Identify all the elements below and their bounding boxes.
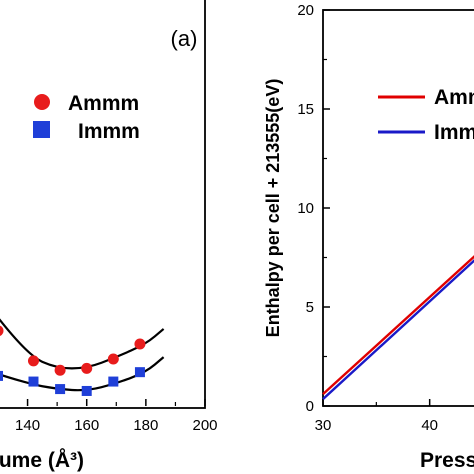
data-point-immm xyxy=(28,376,39,387)
data-point-immm xyxy=(134,367,145,378)
panel-b-legend: Amm Imm xyxy=(378,86,474,144)
data-point-ammm xyxy=(134,338,146,350)
panel-b-axes: 0 5 10 15 20 30 40 xyxy=(297,2,438,434)
data-point-ammm xyxy=(107,353,119,365)
y-tick-label: 0 xyxy=(306,398,314,415)
x-tick-label: 30 xyxy=(315,417,332,434)
series-line-immm xyxy=(322,259,474,400)
x-tick-label: 160 xyxy=(74,417,99,434)
panel-a-label: (a) xyxy=(171,26,198,51)
y-tick-label: 5 xyxy=(306,299,314,316)
legend-label-amm: Amm xyxy=(434,86,474,109)
y-tick-label: 20 xyxy=(297,2,314,19)
panel-b-y-axis-label: Enthalpy per cell + 213555(eV) xyxy=(263,79,283,338)
panel-b-lines xyxy=(322,255,474,400)
panel-a-legend: Ammm Immm xyxy=(33,92,140,143)
panel-a-fit-curves xyxy=(0,318,165,392)
data-point-immm xyxy=(0,370,3,381)
legend-label-immm: Immm xyxy=(78,120,140,143)
x-tick-label: 40 xyxy=(421,417,438,434)
x-tick-label: 180 xyxy=(133,417,158,434)
data-point-immm xyxy=(81,385,92,396)
panel-b: 0 5 10 15 20 30 40 Amm Imm Enthalpy per cell +… xyxy=(263,2,474,472)
panel-a-x-axis-label: lume (Å³) xyxy=(0,448,84,472)
panel-b-frame xyxy=(322,9,474,407)
data-point-ammm xyxy=(54,364,66,376)
panel-a-x-axis: 140 160 180 200 xyxy=(15,399,218,434)
legend-marker-ammm xyxy=(34,94,50,110)
legend-marker-immm xyxy=(33,121,50,138)
y-tick-label: 15 xyxy=(297,101,314,118)
series-line-ammm xyxy=(322,255,474,396)
data-point-ammm xyxy=(0,325,4,336)
data-point-immm xyxy=(108,376,119,387)
x-tick-label: 200 xyxy=(192,417,217,434)
legend-label-imm: Imm xyxy=(434,121,474,144)
legend-label-ammm: Ammm xyxy=(68,92,139,115)
panel-a: (a) 140 160 180 200 Ammm Immm lume (Å³) xyxy=(0,0,218,472)
panel-b-x-axis-label: Press xyxy=(420,449,474,472)
data-point-ammm xyxy=(81,362,93,374)
data-point-ammm xyxy=(27,355,39,367)
x-tick-label: 140 xyxy=(15,417,40,434)
panel-a-data-points xyxy=(0,325,146,396)
panel-a-frame xyxy=(0,0,206,409)
data-point-immm xyxy=(55,384,66,395)
y-tick-label: 10 xyxy=(297,200,314,217)
